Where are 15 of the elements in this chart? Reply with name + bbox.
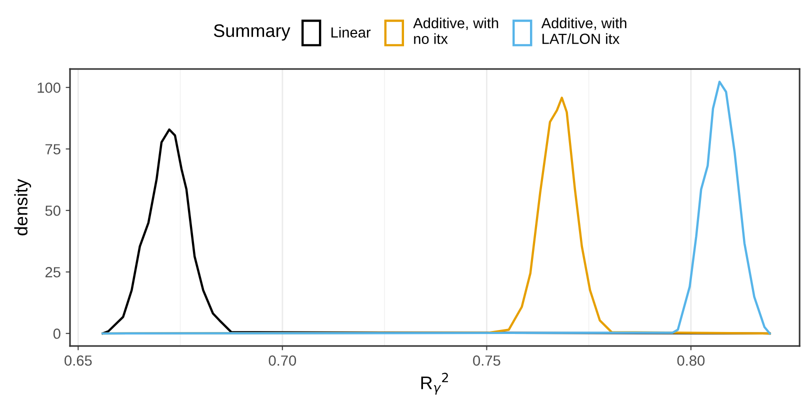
x-tick-label: 0.75 bbox=[473, 355, 500, 366]
x-tick-label: 0.65 bbox=[64, 355, 92, 366]
legend-label: Linear bbox=[331, 26, 371, 38]
x-axis-title: R$_{γ}$$^{2}$ bbox=[421, 372, 448, 395]
legend-label: Additive, with LAT/LON itx bbox=[541, 18, 626, 44]
y-tick-label: 0 bbox=[53, 328, 60, 339]
legend-label: Additive, with no itx bbox=[413, 18, 498, 44]
y-axis-title: density bbox=[14, 178, 32, 236]
legend-title: Summary bbox=[214, 24, 290, 41]
x-tick-label: 0.70 bbox=[268, 355, 296, 366]
y-tick-label: 25 bbox=[45, 267, 60, 278]
x-tick-label: 0.80 bbox=[677, 355, 705, 366]
y-tick-label: 75 bbox=[46, 144, 60, 154]
y-tick-label: 50 bbox=[45, 206, 60, 216]
y-tick-label: 100 bbox=[38, 82, 60, 93]
